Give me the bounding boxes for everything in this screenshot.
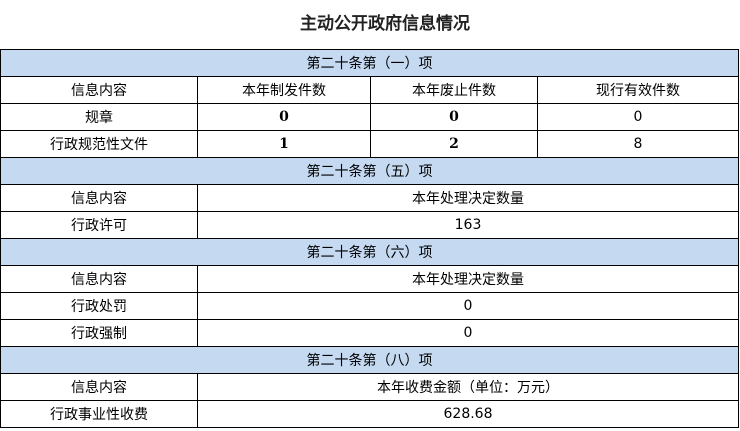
col-header: 信息内容: [0, 184, 198, 212]
col-header: 本年处理决定数量: [197, 184, 739, 212]
col-header: 本年处理决定数量: [197, 265, 739, 293]
section-heading: 第二十条第（八）项: [0, 346, 739, 374]
cell: 0: [197, 103, 371, 131]
col-header: 本年废止件数: [370, 76, 538, 104]
section-heading: 第二十条第（五）项: [0, 157, 739, 185]
cell: 0: [197, 292, 739, 320]
cell: 行政规范性文件: [0, 130, 198, 158]
table-row: 行政规范性文件 1 2 8: [0, 130, 739, 158]
header-row: 信息内容 本年处理决定数量: [0, 265, 739, 293]
cell: 行政强制: [0, 319, 198, 347]
header-row: 信息内容 本年制发件数 本年废止件数 现行有效件数: [0, 76, 739, 104]
table-row: 行政强制 0: [0, 319, 739, 347]
cell: 628.68: [197, 400, 739, 428]
cell: 行政处罚: [0, 292, 198, 320]
table-row: 行政处罚 0: [0, 292, 739, 320]
table-row: 规章 0 0 0: [0, 103, 739, 131]
col-header: 信息内容: [0, 265, 198, 293]
cell: 0: [197, 319, 739, 347]
header-row: 信息内容 本年处理决定数量: [0, 184, 739, 212]
cell: 1: [197, 130, 371, 158]
cell: 163: [197, 211, 739, 239]
info-table: 第二十条第（一）项 信息内容 本年制发件数 本年废止件数 现行有效件数 规章 0 0 0 行…: [0, 49, 739, 428]
cell: 2: [370, 130, 538, 158]
col-header: 本年收费金额（单位：万元）: [197, 373, 739, 401]
cell: 规章: [0, 103, 198, 131]
page-title: 主动公开政府信息情况: [300, 14, 470, 34]
cell: 8: [537, 130, 739, 158]
cell: 行政事业性收费: [0, 400, 198, 428]
table-row: 行政事业性收费 628.68: [0, 400, 739, 428]
cell: 0: [537, 103, 739, 131]
col-header: 本年制发件数: [197, 76, 371, 104]
cell: 0: [370, 103, 538, 131]
table-row: 行政许可 163: [0, 211, 739, 239]
cell: 行政许可: [0, 211, 198, 239]
col-header: 现行有效件数: [537, 76, 739, 104]
header-row: 信息内容 本年收费金额（单位：万元）: [0, 373, 739, 401]
section-heading: 第二十条第（六）项: [0, 238, 739, 266]
col-header: 信息内容: [0, 76, 198, 104]
section-heading: 第二十条第（一）项: [0, 49, 739, 77]
col-header: 信息内容: [0, 373, 198, 401]
